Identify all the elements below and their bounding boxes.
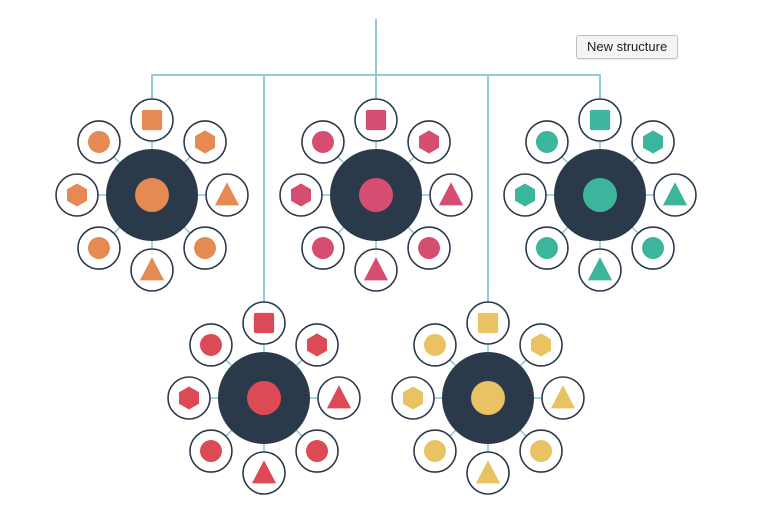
cluster-c1 — [56, 99, 248, 291]
new-structure-tooltip: New structure — [576, 35, 678, 59]
tooltip-label: New structure — [587, 39, 667, 54]
cluster-c4 — [168, 302, 360, 494]
cluster-c5 — [392, 302, 584, 494]
cluster-c2 — [280, 99, 472, 291]
structure-diagram — [0, 0, 764, 522]
cluster-c3 — [504, 99, 696, 291]
